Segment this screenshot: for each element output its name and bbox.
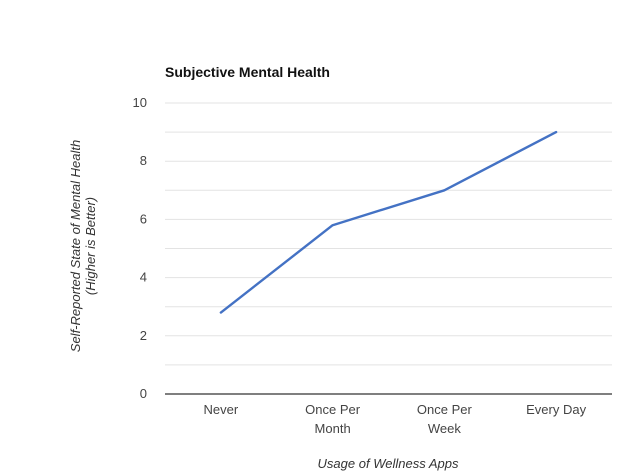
series-line: [219, 130, 558, 314]
y-tick-label: 0: [140, 386, 147, 401]
y-tick-label: 4: [140, 270, 147, 285]
y-tick-label: 2: [140, 328, 147, 343]
x-tick-label-line: Once Per: [305, 402, 361, 417]
x-tick-label: Once Per Week: [417, 402, 473, 436]
y-axis-ticks: 0 2 4 6 8 10: [133, 95, 147, 401]
x-tick-label-line: Never: [204, 402, 239, 417]
y-axis-title: Self-Reported State of Mental Health (Hi…: [68, 140, 98, 352]
x-tick-label-line: Month: [315, 421, 351, 436]
x-tick-label: Every Day: [526, 402, 586, 417]
x-tick-label-line: Every Day: [526, 402, 586, 417]
gridlines: [165, 102, 612, 366]
x-tick-label-line: Week: [428, 421, 461, 436]
x-tick-label-line: Once Per: [417, 402, 473, 417]
x-axis-ticks: Never Once Per Month Once Per Week Every Day: [204, 402, 587, 436]
x-axis-title: Usage of Wellness Apps: [318, 456, 459, 471]
y-tick-label: 6: [140, 211, 147, 226]
y-axis-title-line-2: (Higher is Better): [83, 197, 98, 295]
y-axis-title-line-1: Self-Reported State of Mental Health: [68, 140, 83, 352]
x-tick-label: Once Per Month: [305, 402, 361, 436]
y-tick-label: 8: [140, 153, 147, 168]
x-tick-label: Never: [204, 402, 239, 417]
series-layer: [219, 130, 558, 314]
chart-title: Subjective Mental Health: [165, 64, 330, 80]
y-tick-label: 10: [133, 95, 147, 110]
